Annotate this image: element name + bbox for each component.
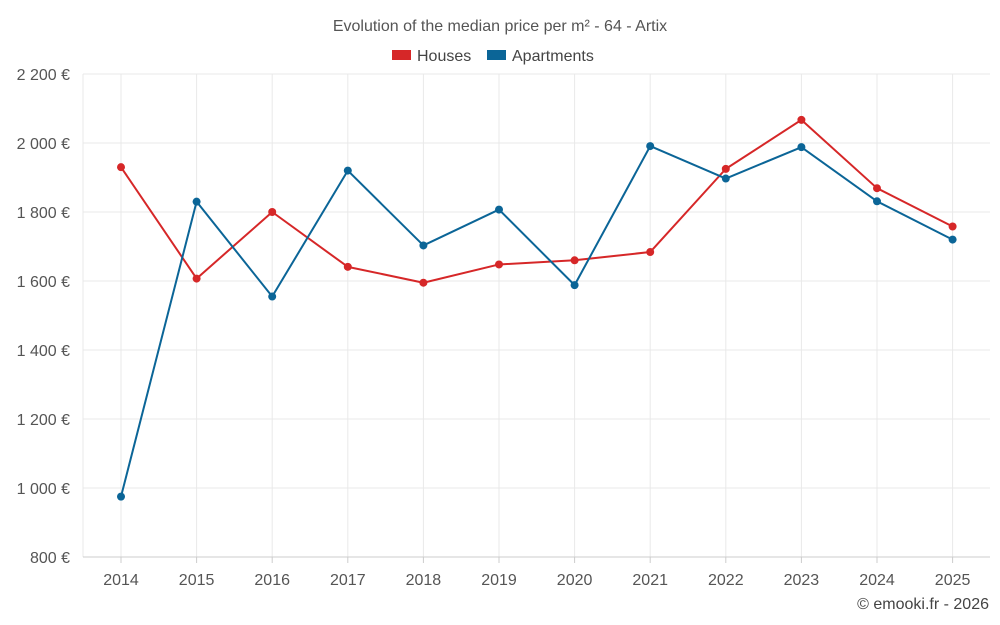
legend-swatch bbox=[392, 50, 411, 60]
houses-point[interactable] bbox=[419, 278, 428, 287]
apartments-point[interactable] bbox=[419, 241, 428, 250]
x-tick-label: 2015 bbox=[179, 572, 215, 589]
houses-point[interactable] bbox=[721, 164, 730, 173]
apartments-point[interactable] bbox=[192, 197, 201, 206]
houses-point[interactable] bbox=[268, 208, 277, 216]
apartments-point[interactable] bbox=[646, 142, 655, 151]
legend-label: Houses bbox=[417, 48, 471, 65]
y-tick-label: 1 600 € bbox=[17, 274, 70, 291]
houses-point[interactable] bbox=[873, 184, 881, 193]
houses-point[interactable] bbox=[495, 260, 503, 269]
apartments-point[interactable] bbox=[721, 174, 730, 183]
y-gridlines bbox=[83, 73, 990, 489]
x-tick-label: 2017 bbox=[330, 572, 366, 589]
apartments-point[interactable] bbox=[495, 205, 503, 214]
x-gridlines bbox=[82, 74, 954, 563]
apartments-point[interactable] bbox=[268, 292, 277, 301]
houses-point[interactable] bbox=[646, 248, 655, 257]
y-tick-label: 2 000 € bbox=[17, 136, 70, 153]
y-tick-label: 1 800 € bbox=[17, 205, 70, 222]
x-axis-tick-labels: 2014 2015 2016 2017 2018 2019 2020 2021 2022 2023… bbox=[103, 572, 970, 589]
houses-point[interactable] bbox=[192, 274, 201, 283]
x-tick-label: 2023 bbox=[784, 572, 820, 589]
apartments-point[interactable] bbox=[570, 281, 579, 290]
x-tick-label: 2022 bbox=[708, 572, 744, 589]
legend-label: Apartments bbox=[512, 48, 594, 65]
x-tick-label: 2020 bbox=[557, 572, 593, 589]
apartments-point[interactable] bbox=[117, 492, 125, 501]
x-tick-label: 2019 bbox=[481, 572, 517, 589]
houses-point[interactable] bbox=[948, 222, 957, 231]
apartments-point[interactable] bbox=[797, 143, 806, 152]
apartments-point[interactable] bbox=[948, 235, 957, 244]
houses-line bbox=[120, 118, 954, 284]
chart-title: Evolution of the median price per m² - 6… bbox=[333, 18, 667, 35]
y-tick-label: 1 000 € bbox=[17, 481, 70, 498]
legend: Houses Apartments bbox=[392, 48, 594, 65]
credit-text: © emooki.fr - 2026 bbox=[857, 596, 989, 613]
legend-item-houses[interactable]: Houses bbox=[392, 48, 471, 65]
y-axis-tick-labels: 800 € 1 000 € 1 200 € 1 400 € 1 600 € 1 800 €… bbox=[17, 67, 70, 567]
y-tick-label: 2 200 € bbox=[17, 67, 70, 84]
y-tick-label: 800 € bbox=[30, 550, 70, 567]
apartments-point[interactable] bbox=[873, 197, 881, 206]
houses-point[interactable] bbox=[117, 163, 125, 172]
y-tick-label: 1 400 € bbox=[17, 343, 70, 360]
x-tick-label: 2021 bbox=[632, 572, 668, 589]
houses-point[interactable] bbox=[797, 115, 806, 124]
apartments-point[interactable] bbox=[343, 166, 352, 175]
series-layer bbox=[117, 115, 957, 501]
legend-swatch bbox=[487, 50, 506, 60]
apartments-line bbox=[120, 145, 954, 497]
houses-point[interactable] bbox=[570, 256, 579, 265]
x-tick-label: 2024 bbox=[859, 572, 895, 589]
legend-item-apartments[interactable]: Apartments bbox=[487, 48, 594, 65]
series-apartments bbox=[117, 142, 957, 501]
series-houses bbox=[117, 115, 957, 287]
x-tick-label: 2016 bbox=[254, 572, 290, 589]
y-tick-label: 1 200 € bbox=[17, 412, 70, 429]
x-tick-label: 2025 bbox=[935, 572, 971, 589]
x-tick-label: 2014 bbox=[103, 572, 139, 589]
x-tick-label: 2018 bbox=[406, 572, 442, 589]
houses-point[interactable] bbox=[343, 262, 352, 271]
